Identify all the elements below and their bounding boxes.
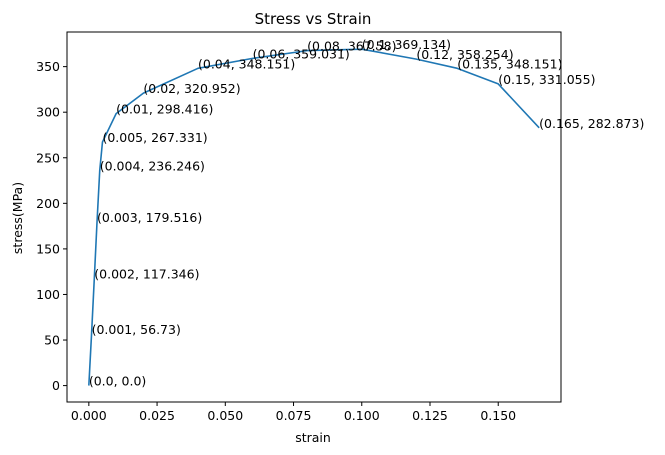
- y-tick-label: 250: [36, 150, 60, 165]
- x-tick-label: 0.025: [139, 408, 175, 423]
- x-tick-label: 0.100: [344, 408, 380, 423]
- data-point-label: (0.005, 267.331): [102, 130, 207, 145]
- data-point-labels: (0.0, 0.0) (0.001, 56.73) (0.002, 117.346)…: [89, 37, 645, 388]
- x-tick-label: 0.125: [412, 408, 448, 423]
- data-point-label: (0.165, 282.873): [539, 116, 644, 131]
- data-point-label: (0.135, 348.151): [457, 56, 562, 71]
- y-tick-label: 300: [36, 105, 60, 120]
- x-tick-label: 0.000: [71, 408, 107, 423]
- data-point-label: (0.08, 367.58): [307, 39, 396, 54]
- data-point-label: (0.04, 348.151): [198, 56, 295, 71]
- y-tick-label: 350: [36, 59, 60, 74]
- data-point-label: (0.02, 320.952): [143, 81, 240, 96]
- x-tick-label: 0.050: [207, 408, 243, 423]
- series-line: [88, 48, 540, 386]
- plot-frame: [66, 31, 562, 403]
- data-point-label: (0.002, 117.346): [94, 267, 199, 282]
- data-point-label: (0.15, 331.055): [498, 72, 595, 87]
- y-axis-label: stress(MPa): [10, 182, 25, 254]
- data-point-label: (0.01, 298.416): [116, 102, 213, 117]
- data-point-label: (0.1, 369.134): [362, 37, 451, 52]
- y-tick-label: 100: [36, 287, 60, 302]
- y-tick-label: 150: [36, 241, 60, 256]
- y-tick-label: 50: [44, 333, 60, 348]
- data-point-label: (0.003, 179.516): [97, 210, 202, 225]
- data-point-label: (0.12, 358.254): [416, 47, 513, 62]
- x-tick-label: 0.075: [276, 408, 312, 423]
- x-axis-ticks: 0.000 0.025 0.050 0.075 0.100 0.125 0.150: [71, 402, 516, 423]
- y-tick-label: 0: [52, 378, 60, 393]
- data-point-label: (0.004, 236.246): [100, 158, 205, 173]
- y-tick-label: 200: [36, 196, 60, 211]
- y-axis-ticks: 0 50 100 150 200 250 300 350: [36, 59, 67, 393]
- x-tick-label: 0.150: [480, 408, 516, 423]
- data-point-label: (0.001, 56.73): [92, 322, 181, 337]
- x-axis-label: strain: [295, 430, 331, 445]
- data-point-label: (0.06, 359.031): [253, 46, 350, 61]
- data-point-label: (0.0, 0.0): [89, 374, 146, 389]
- chart-title: Stress vs Strain: [255, 10, 372, 28]
